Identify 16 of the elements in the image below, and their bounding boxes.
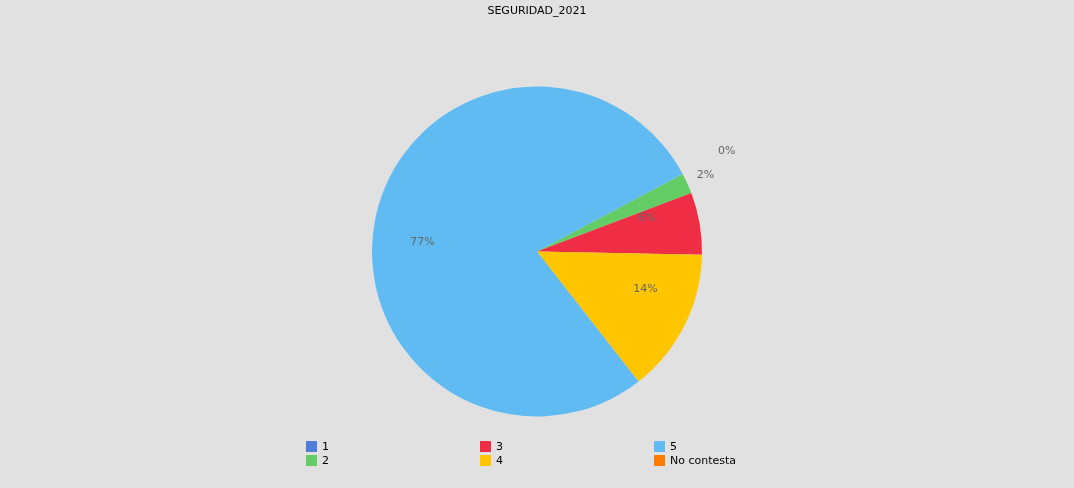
legend-label: 3 — [496, 439, 503, 453]
data-label: 2% — [696, 168, 715, 182]
pie-slice — [372, 86, 683, 417]
text: 0% — [718, 143, 736, 157]
pie-slice — [537, 193, 702, 255]
data-label: 6% — [638, 210, 656, 224]
data-label: 14% — [633, 282, 658, 296]
data-label: 77% — [410, 235, 435, 249]
pie-slice — [537, 174, 692, 252]
legend-label: 5 — [670, 439, 677, 453]
legend-label: 1 — [322, 439, 329, 453]
legend-label: No contesta — [670, 453, 737, 467]
legend-label: 4 — [496, 453, 503, 467]
legend-label: 2 — [322, 453, 329, 467]
pie-slice — [537, 251, 702, 382]
chart-title: SEGURIDAD_2021 — [487, 4, 587, 17]
